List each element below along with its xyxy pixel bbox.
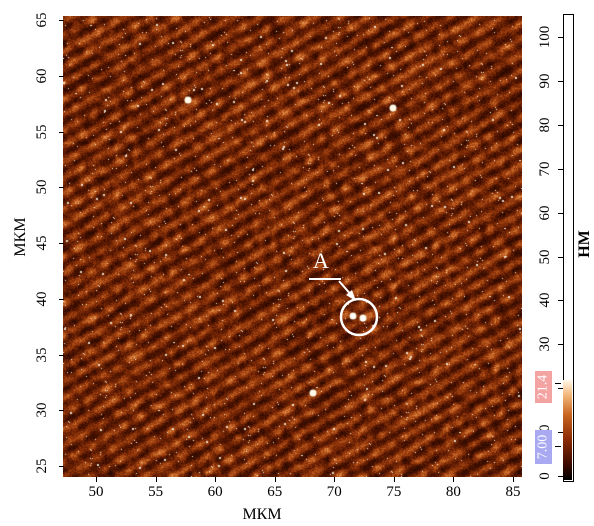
x-tick-mark <box>155 477 157 482</box>
x-tick-mark <box>274 477 276 482</box>
annotation-overlay <box>309 278 379 337</box>
y-tick-mark <box>59 243 64 244</box>
x-tick-mark <box>215 477 217 482</box>
high-marker-tick <box>555 383 561 384</box>
y-tick-mark <box>59 75 64 77</box>
low-marker-value: 7.00 <box>535 434 551 460</box>
low-marker-badge: 7.00 <box>535 430 552 464</box>
colorbar-tick-mark <box>558 256 563 258</box>
colorbar-tick-label: 100 <box>537 25 553 49</box>
y-tick-label: 35 <box>34 347 50 362</box>
x-tick-label: 85 <box>505 484 521 500</box>
y-tick-mark <box>59 298 64 300</box>
colorbar-tick-mark <box>558 476 563 477</box>
colorbar-tick-label: 80 <box>537 117 553 133</box>
annotation-arrow-head <box>346 290 356 301</box>
colorbar-tick-label: 50 <box>537 249 553 264</box>
colorbar-tick-label: 40 <box>537 292 553 308</box>
y-tick-label: 45 <box>34 235 50 251</box>
x-tick-mark <box>393 477 395 482</box>
particle <box>350 313 356 319</box>
high-marker-value: 21.4 <box>535 374 551 400</box>
y-tick-mark <box>59 20 64 21</box>
y-tick-mark <box>59 410 64 412</box>
colorbar-tick-mark <box>558 300 563 302</box>
low-marker-tick <box>555 446 561 447</box>
colorbar-tick-mark <box>558 37 563 38</box>
x-tick-label: 65 <box>267 484 283 500</box>
y-tick-label: 60 <box>34 68 50 84</box>
colorbar-tick-mark <box>558 212 563 214</box>
afm-texture <box>63 16 522 477</box>
y-tick-mark <box>59 354 64 356</box>
x-tick-label: 55 <box>148 484 164 500</box>
x-tick-mark <box>453 477 455 482</box>
colorbar-tick-mark <box>558 388 563 390</box>
x-tick-label: 60 <box>207 484 223 500</box>
colorbar-tick-label: 60 <box>537 205 553 221</box>
colorbar-tick-label: 90 <box>537 73 553 89</box>
colorbar-tick-mark <box>558 124 563 126</box>
y-tick-label: 30 <box>34 402 50 418</box>
x-tick-mark <box>334 477 336 482</box>
x-axis-label: МКМ <box>242 506 282 523</box>
x-tick-label: 75 <box>386 484 402 500</box>
y-tick-label: 40 <box>34 291 50 307</box>
colorbar-tick-label: 30 <box>537 336 553 352</box>
y-tick-label: 50 <box>34 179 50 195</box>
y-tick-label: 55 <box>34 124 50 139</box>
colorbar <box>563 14 574 482</box>
colorbar-gradient <box>563 380 572 480</box>
colorbar-tick-label: 0 <box>537 472 553 480</box>
x-tick-mark <box>96 477 97 482</box>
y-tick-label: 65 <box>34 12 50 28</box>
colorbar-tick-label: 70 <box>537 161 553 177</box>
y-tick-mark <box>59 187 64 189</box>
particle <box>360 316 366 322</box>
high-marker-badge: 21.4 <box>535 371 552 403</box>
x-tick-label: 80 <box>445 484 461 500</box>
colorbar-tick-mark <box>558 344 563 346</box>
colorbar-tick-mark <box>558 168 563 170</box>
afm-surface-image: A <box>63 16 522 477</box>
colorbar-tick-mark <box>558 80 563 82</box>
y-tick-label: 25 <box>34 458 50 474</box>
colorbar-label: НМ <box>576 230 593 258</box>
x-tick-label: 70 <box>326 484 342 500</box>
y-axis-label: МКМ <box>12 217 29 257</box>
x-tick-label: 50 <box>88 484 104 500</box>
x-tick-mark <box>513 477 514 482</box>
y-tick-mark <box>59 466 64 467</box>
y-tick-mark <box>59 131 64 133</box>
colorbar-tick-mark <box>558 432 563 434</box>
annotation-circle <box>339 297 379 337</box>
annotation-label: A <box>313 248 329 273</box>
